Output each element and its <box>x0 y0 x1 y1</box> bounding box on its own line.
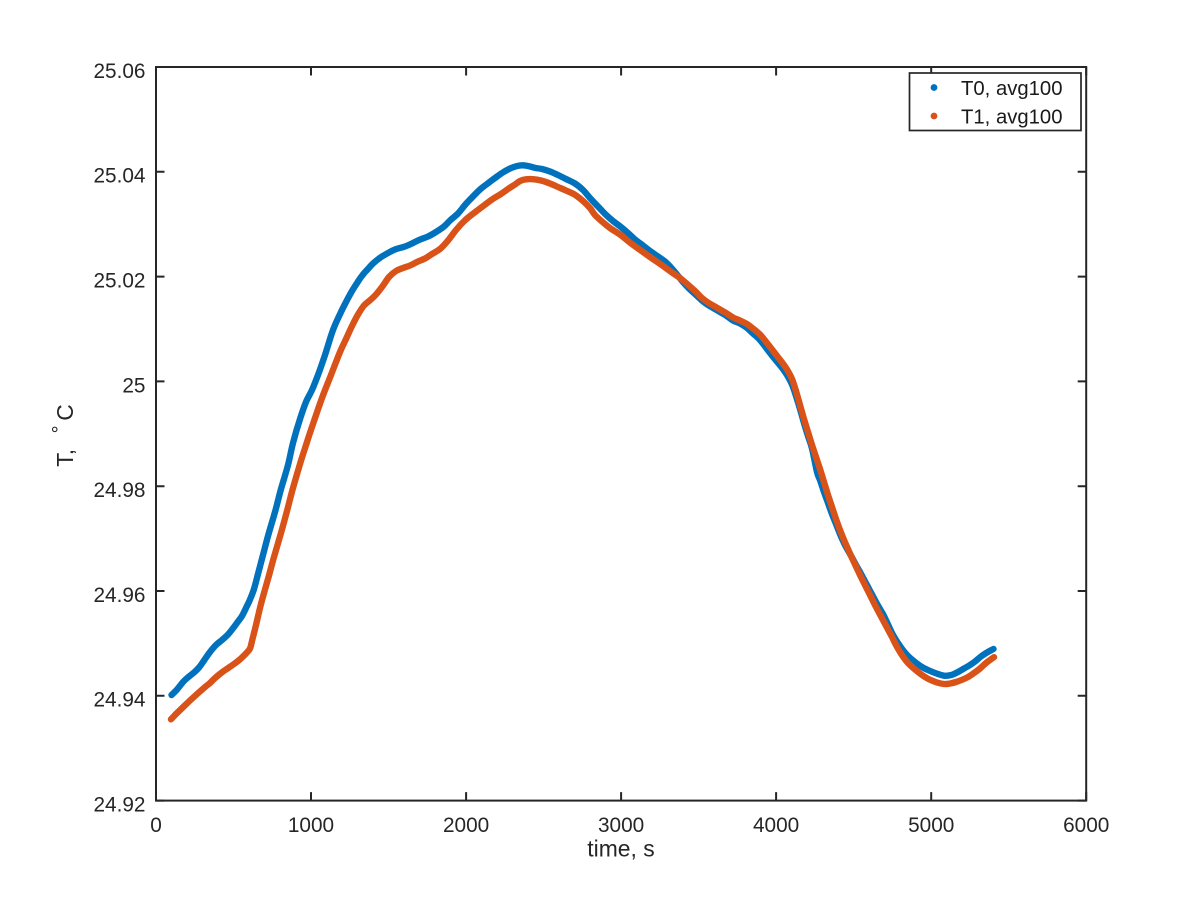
svg-text:6000: 6000 <box>1063 814 1109 837</box>
svg-text:time, s: time, s <box>587 836 654 862</box>
svg-text:24.98: 24.98 <box>93 479 145 502</box>
svg-text:24.92: 24.92 <box>93 794 145 817</box>
svg-text:25.04: 25.04 <box>93 165 145 188</box>
svg-text:2000: 2000 <box>443 814 489 837</box>
svg-text:25.02: 25.02 <box>93 270 145 293</box>
svg-text:4000: 4000 <box>753 814 799 837</box>
svg-text:T, ° C: T, ° C <box>49 404 78 466</box>
svg-text:24.94: 24.94 <box>93 689 145 712</box>
svg-text:5000: 5000 <box>908 814 954 837</box>
svg-text:25.06: 25.06 <box>93 60 145 83</box>
svg-text:25: 25 <box>122 374 145 397</box>
svg-text:T0, avg100: T0, avg100 <box>961 78 1062 100</box>
svg-text:1000: 1000 <box>288 814 334 837</box>
svg-text:0: 0 <box>150 814 162 837</box>
svg-text:24.96: 24.96 <box>93 584 145 607</box>
svg-text:3000: 3000 <box>598 814 644 837</box>
svg-text:T1, avg100: T1, avg100 <box>961 107 1062 129</box>
